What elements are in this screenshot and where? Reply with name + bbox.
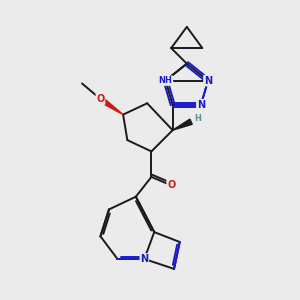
Polygon shape xyxy=(172,119,192,130)
Text: H: H xyxy=(195,114,202,123)
Text: NH: NH xyxy=(159,76,172,85)
Text: N: N xyxy=(204,76,212,85)
Text: O: O xyxy=(96,94,105,104)
Text: N: N xyxy=(197,100,205,110)
Text: O: O xyxy=(167,180,176,190)
Text: N: N xyxy=(140,254,148,264)
Polygon shape xyxy=(99,97,123,115)
